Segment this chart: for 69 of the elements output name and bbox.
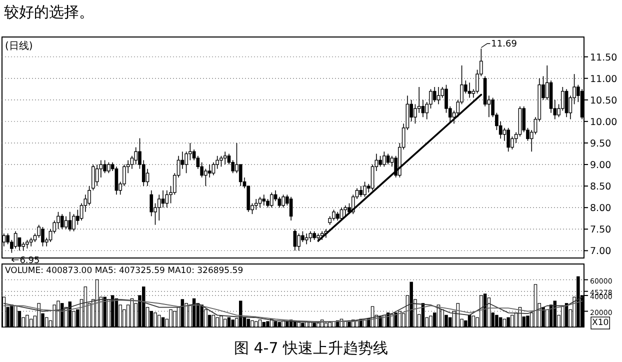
candlestick: [344, 205, 348, 217]
candlestick: [258, 196, 262, 208]
candlestick: [301, 230, 304, 242]
y-axis-title: X10: [592, 318, 609, 328]
y-tick-label: 9.50: [590, 138, 612, 150]
candlestick: [223, 151, 227, 165]
candlestick: [378, 156, 382, 168]
candlestick: [238, 164, 242, 186]
chart-title: VOLUME: 400873.00 MA5: 407325.59 MA10: 326895.59: [5, 266, 244, 276]
candlestick: [68, 212, 72, 232]
annotation: 11.69: [491, 40, 518, 50]
candlestick: [122, 164, 126, 186]
text: 较好的选择。: [4, 3, 94, 21]
candlestick: [92, 164, 95, 191]
candlestick: [72, 214, 76, 232]
candlestick: [304, 233, 308, 245]
candlestick: [560, 86, 564, 112]
candlestick: [282, 194, 285, 208]
candlestick: [103, 160, 106, 174]
candlestick: [382, 151, 386, 168]
candlestick: [278, 196, 282, 208]
candlestick: [208, 164, 212, 178]
y-tick-label: 10.00: [590, 116, 618, 128]
candlestick: [99, 160, 103, 178]
candlestick: [308, 230, 312, 242]
candlestick: [60, 214, 64, 230]
candlestick: [14, 230, 18, 249]
candlestick: [107, 162, 110, 174]
candlestick: [359, 186, 363, 198]
candlestick: [134, 146, 138, 165]
y-tick-label: 10.50: [590, 95, 618, 106]
candlestick: [64, 216, 68, 230]
y-tick-label: 8.50: [590, 182, 612, 193]
candlestick: [161, 190, 165, 208]
candlestick: [332, 209, 336, 221]
y-tick-label: 7.00: [590, 246, 612, 258]
candlestick: [270, 192, 274, 208]
candlestick: [150, 190, 154, 217]
candlestick: [212, 162, 216, 176]
chart-title: (日线): [5, 40, 33, 52]
candlestick: [254, 198, 258, 210]
candlestick: [417, 86, 421, 114]
candlestick: [436, 86, 440, 105]
y-tick-label: 11.00: [590, 74, 618, 85]
y-tick-label: 11.50: [590, 52, 618, 64]
candlestick: [80, 202, 84, 221]
candlestick: [204, 168, 208, 186]
candlestick: [6, 233, 10, 245]
candlestick: [220, 156, 223, 168]
candlestick: [188, 142, 192, 161]
y-tick-label: 8.00: [590, 203, 612, 214]
candlestick: [274, 190, 278, 202]
candlestick: [56, 212, 60, 230]
candlestick: [95, 164, 99, 186]
candlestick: [262, 194, 266, 206]
candlestick: [297, 233, 300, 252]
caption: 图 4-7 快速上升趋势线: [234, 339, 388, 357]
candlestick: [289, 196, 293, 221]
candlestick: [37, 224, 41, 238]
candlestick: [432, 86, 436, 102]
candlestick: [363, 181, 366, 198]
candlestick: [41, 226, 44, 247]
candlestick: [468, 82, 472, 98]
candlestick: [506, 128, 510, 152]
y-tick-label: 9.00: [590, 160, 612, 172]
candlestick: [157, 194, 161, 221]
y-tick-label: 7.50: [590, 224, 612, 236]
candlestick: [165, 190, 169, 208]
candlestick: [184, 151, 188, 174]
